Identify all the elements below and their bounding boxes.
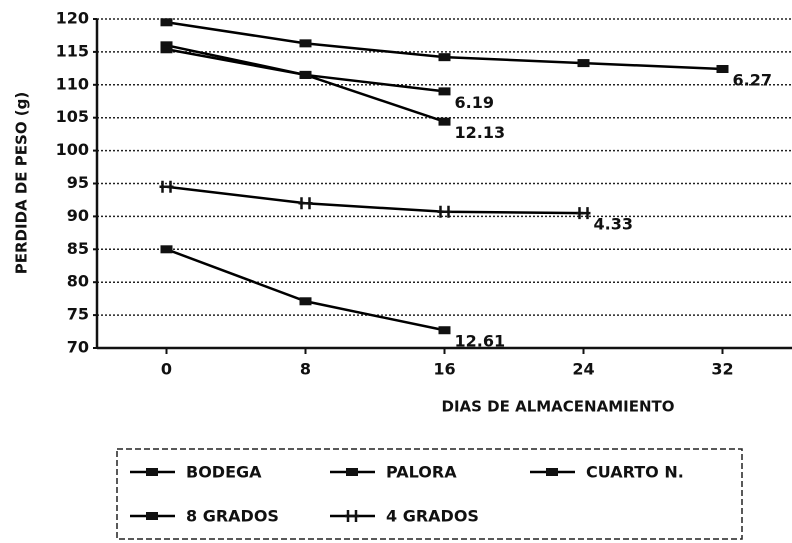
x-tick-label: 32 (711, 360, 733, 379)
end-label: 12.61 (455, 332, 506, 351)
data-point (299, 70, 312, 79)
series-line (166, 185, 584, 215)
data-point (298, 197, 313, 210)
data-point (160, 18, 173, 27)
y-tick-label: 100 (56, 140, 89, 159)
data-point (438, 53, 451, 62)
legend-marker (546, 468, 558, 476)
y-tick-label: 105 (56, 107, 89, 126)
legend-marker (345, 510, 359, 522)
legend-label: PALORA (386, 463, 457, 482)
data-point (160, 245, 173, 254)
data-point (716, 65, 729, 74)
legend-marker (146, 468, 158, 476)
x-tick-label: 24 (572, 360, 594, 379)
data-point (577, 59, 590, 68)
data-point (438, 87, 451, 96)
data-point (160, 45, 173, 54)
x-axis-label: DIAS DE ALMACENAMIENTO (442, 398, 675, 416)
y-tick-label: 120 (56, 9, 89, 28)
legend-marker (146, 512, 158, 520)
legend-label: CUARTO N. (586, 463, 684, 482)
legend-label: BODEGA (186, 463, 262, 482)
y-tick-label: 75 (67, 305, 89, 324)
x-tick-label: 16 (433, 360, 455, 379)
y-tick-label: 95 (67, 173, 89, 192)
data-point (576, 207, 591, 220)
data-point (299, 39, 312, 48)
end-label: 4.33 (594, 215, 633, 234)
x-tick-label: 8 (300, 360, 311, 379)
data-point (438, 326, 451, 335)
y-tick-label: 70 (67, 338, 89, 357)
y-tick-label: 115 (56, 41, 89, 60)
end-label: 6.19 (455, 93, 494, 112)
data-point (438, 117, 451, 126)
data-point (437, 205, 452, 218)
y-tick-label: 85 (67, 239, 89, 258)
legend-label: 8 GRADOS (186, 507, 279, 526)
legend-marker (346, 468, 358, 476)
y-tick-label: 80 (67, 272, 89, 291)
x-tick-label: 0 (161, 360, 172, 379)
end-label: 12.13 (455, 123, 506, 142)
end-label: 6.27 (733, 71, 772, 90)
series-line (166, 248, 445, 332)
legend-box (116, 448, 743, 540)
data-point (159, 180, 174, 193)
y-tick-label: 90 (67, 206, 89, 225)
y-tick-label: 110 (56, 74, 89, 93)
legend-label: 4 GRADOS (386, 507, 479, 526)
y-axis-label: PERDIDA DE PESO (g) (13, 92, 31, 275)
data-point (299, 297, 312, 306)
